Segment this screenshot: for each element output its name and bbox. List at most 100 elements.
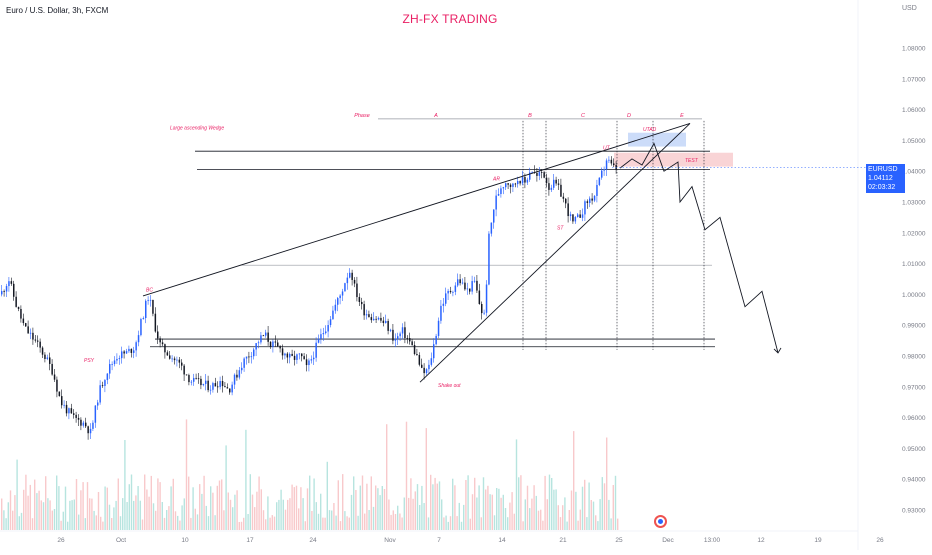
volume-bar [27, 495, 29, 530]
candle-body [613, 163, 615, 166]
volume-bar [166, 510, 168, 530]
y-tick-label: 1.02000 [902, 230, 926, 237]
volume-bar [100, 516, 102, 530]
volume-bar [496, 488, 498, 530]
candle-body [284, 353, 286, 356]
candle-body [461, 282, 464, 284]
candle-body [255, 343, 257, 350]
candle-body [65, 404, 68, 414]
volume-bar [489, 494, 491, 530]
volume-bar [146, 489, 148, 530]
volume-bar [359, 485, 361, 530]
candle-body [140, 319, 142, 336]
volume-bar [113, 507, 115, 530]
candle-body [224, 386, 226, 388]
y-tick-label: 0.94000 [902, 477, 926, 484]
candle-body [339, 295, 341, 299]
volume-bar [260, 489, 262, 530]
x-tick-label: Nov [384, 537, 396, 544]
candle-body [581, 214, 584, 218]
candle-body [519, 181, 521, 184]
volume-bar [130, 474, 133, 530]
candle-body [193, 377, 195, 382]
candle-body [531, 172, 533, 173]
annotation-label: Shake out [438, 383, 461, 389]
volume-bar [588, 482, 590, 530]
candle-body [603, 169, 605, 171]
candle-body [521, 177, 524, 184]
candle-body [87, 426, 89, 434]
candle-body [327, 325, 329, 332]
volume-bar [108, 504, 111, 530]
volume-bar [40, 500, 42, 530]
candle-body [586, 201, 589, 203]
candle-body [440, 305, 442, 321]
volume-bar [606, 437, 608, 530]
candle-body [13, 283, 15, 297]
volume-bar [291, 484, 293, 530]
candle-body [257, 342, 260, 344]
volume-bar [5, 518, 7, 530]
volume-bar [177, 515, 179, 530]
volume-bar [278, 499, 280, 530]
candle-body [416, 354, 418, 356]
volume-bar [403, 497, 405, 530]
candle-body [238, 370, 241, 378]
volume-bar [568, 510, 570, 530]
candle-body [279, 346, 281, 349]
candle-body [397, 336, 399, 340]
volume-bar [258, 476, 260, 530]
volume-bar [383, 489, 386, 530]
candle-body [514, 183, 517, 185]
candle-body [197, 378, 200, 380]
candle-body [500, 188, 502, 194]
volume-bar [566, 521, 568, 530]
volume-bar [45, 476, 47, 530]
candle-body [526, 179, 529, 183]
candle-body [509, 184, 512, 187]
candle-body [111, 364, 113, 365]
volume-bar [269, 517, 271, 530]
annotation-label: UTAD [643, 127, 657, 133]
volume-bar [511, 492, 513, 530]
volume-bar [80, 490, 82, 530]
wedge-line [142, 123, 691, 297]
candle-body [58, 391, 61, 397]
volume-bar [126, 502, 128, 530]
volume-bar [135, 495, 137, 530]
volume-bar [300, 487, 302, 530]
candle-body [308, 360, 310, 366]
volume-bar [390, 514, 392, 530]
volume-bar [557, 505, 559, 530]
candle-body [8, 281, 10, 287]
volume-bar [62, 511, 64, 530]
candle-body [591, 198, 593, 201]
candle-body [22, 318, 25, 324]
volume-bar [199, 484, 201, 530]
candle-body [301, 353, 303, 357]
candle-body [77, 417, 80, 420]
volume-bar [515, 439, 518, 530]
volume-bar [75, 479, 78, 530]
volume-bar [322, 517, 324, 530]
candle-body [142, 318, 145, 320]
volume-bar [225, 445, 227, 530]
candle-body [286, 353, 289, 358]
volume-bar [313, 478, 315, 530]
candle-body [584, 201, 586, 215]
volume-bar [89, 498, 91, 530]
volume-bar [137, 486, 139, 530]
symbol-title: Euro / U.S. Dollar, 3h, FXCM [6, 6, 109, 15]
candle-body [550, 187, 553, 190]
volume-bar [192, 487, 194, 530]
candle-body [56, 379, 58, 392]
candle-body [497, 193, 500, 196]
x-tick-label: 25 [615, 537, 623, 544]
candle-body [445, 293, 447, 304]
volume-bar [458, 502, 460, 530]
candle-body [303, 356, 305, 360]
economic-event-icon[interactable] [654, 515, 667, 528]
volume-bar [280, 489, 282, 530]
